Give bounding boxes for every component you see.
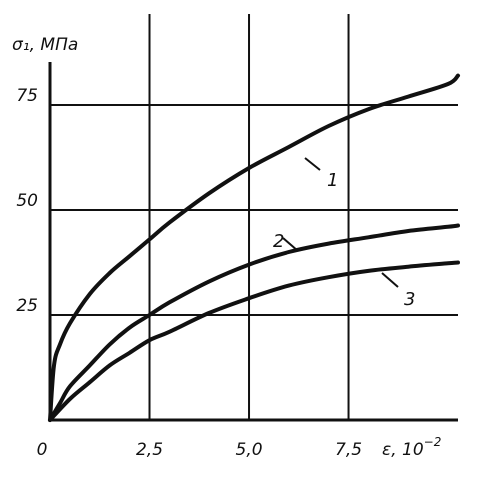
- x-tick-label: 5,0: [236, 440, 263, 460]
- series-1-line: [48, 73, 460, 422]
- x-axis-title: ε, 10−2: [382, 435, 441, 460]
- y-tick-label: 75: [16, 86, 38, 106]
- y-tick-label: 25: [16, 296, 38, 316]
- series-3-label: 3: [404, 289, 415, 310]
- series-1-leader: [304, 157, 321, 171]
- series-2-label: 2: [273, 231, 284, 252]
- tick-labels: 0 2,5 5,0 7,5 25 50 75: [16, 86, 362, 460]
- x-tick-label: 7,5: [335, 440, 362, 460]
- y-axis-title: σ₁, МПа: [12, 35, 78, 55]
- axes: [48, 62, 458, 422]
- grid: [50, 14, 458, 420]
- curve-labels: 1 2 3: [273, 157, 415, 310]
- y-tick-label: 50: [16, 191, 38, 211]
- series-3-leader: [381, 272, 399, 288]
- series-2-line: [48, 223, 460, 422]
- series-1-label: 1: [327, 170, 338, 191]
- series-3-line: [48, 260, 460, 422]
- x-tick-label: 2,5: [136, 440, 163, 460]
- axis-titles: σ₁, МПа ε, 10−2: [12, 35, 441, 460]
- series-2-leader: [282, 237, 299, 252]
- x-tick-label: 0: [37, 440, 48, 460]
- x-axis-title-exponent: −2: [424, 435, 442, 449]
- x-axis-title-base: ε, 10: [382, 440, 424, 460]
- series: [48, 73, 460, 422]
